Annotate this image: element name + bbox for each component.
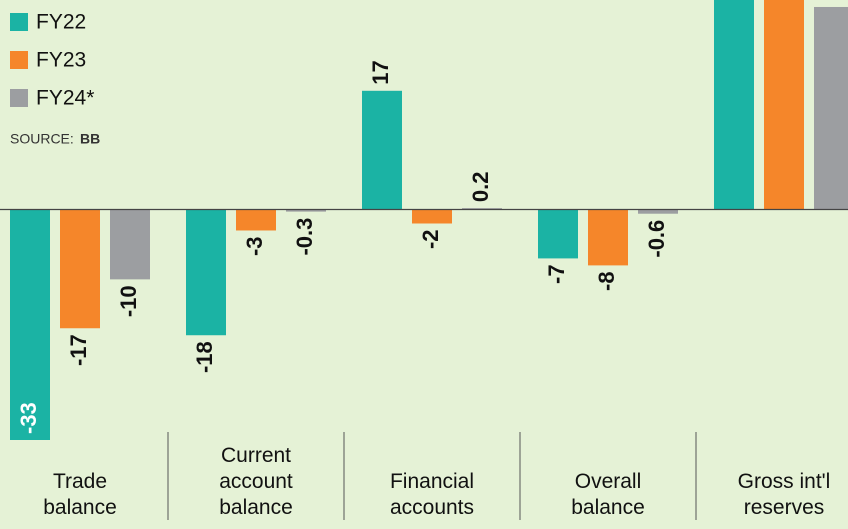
bar — [236, 209, 276, 231]
value-label: -10 — [116, 285, 141, 317]
value-label: -17 — [66, 334, 91, 366]
bar — [638, 209, 678, 214]
bar — [186, 209, 226, 336]
category-label: Current account balance — [219, 444, 293, 519]
value-label: -18 — [192, 341, 217, 373]
value-label: -33 — [16, 402, 41, 434]
bar — [286, 209, 326, 212]
value-label: -3 — [242, 236, 267, 256]
category-label: Overall balance — [571, 470, 645, 519]
value-label: -8 — [594, 271, 619, 291]
bar — [110, 209, 150, 280]
source: BB — [80, 131, 100, 147]
legend-label: FY22 — [36, 11, 86, 34]
category-label: Trade balance — [43, 470, 117, 519]
legend-swatch — [10, 89, 28, 107]
value-label: 0.2 — [468, 172, 493, 203]
legend-label: FY24* — [36, 87, 94, 110]
bar — [714, 0, 754, 210]
bar — [814, 6, 848, 210]
value-label: -0.3 — [292, 218, 317, 256]
bar — [764, 0, 804, 210]
bar — [588, 209, 628, 266]
bar — [60, 209, 100, 329]
legend-swatch — [10, 13, 28, 31]
legend-label: FY23 — [36, 49, 86, 72]
bar — [412, 209, 452, 224]
source-label: SOURCE: — [10, 131, 74, 147]
bar — [462, 208, 502, 210]
bar — [538, 209, 578, 259]
value-label: -0.6 — [644, 220, 669, 258]
category-label: Financial accounts — [389, 470, 475, 519]
legend-swatch — [10, 51, 28, 69]
value-label: 17 — [368, 60, 393, 84]
category-label: Gross int'l reserves — [737, 470, 831, 519]
bar — [10, 209, 50, 440]
value-label: -2 — [418, 229, 443, 249]
value-label: -7 — [544, 264, 569, 284]
bar — [362, 90, 402, 210]
